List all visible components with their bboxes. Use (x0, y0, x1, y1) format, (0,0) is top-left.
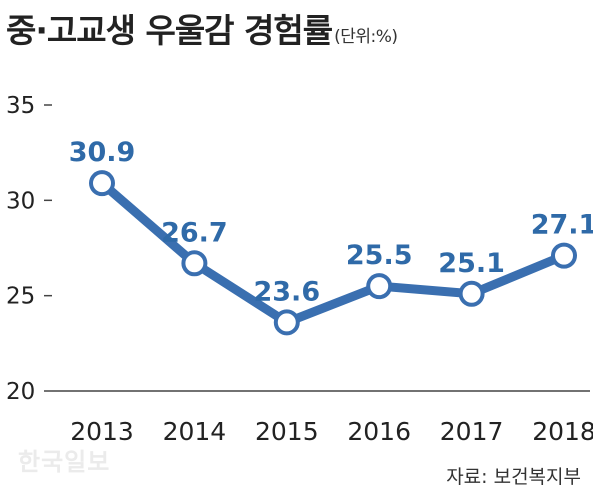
y-tick-label: 20 (6, 379, 35, 405)
x-tick-label: 2013 (70, 417, 134, 446)
data-point (366, 273, 393, 300)
y-tick-label: 30 (6, 188, 35, 214)
series-line (97, 178, 569, 327)
chart-title: 중·고교생 우울감 경험률 (6, 11, 333, 50)
chart-header: 중·고교생 우울감 경험률 (단위:%) (6, 4, 398, 52)
y-tick-label: 25 (6, 284, 35, 310)
data-label: 25.1 (438, 248, 505, 279)
data-point (181, 250, 208, 277)
x-tick-label: 2017 (440, 417, 504, 446)
data-point (273, 309, 300, 336)
data-label: 27.1 (531, 210, 593, 241)
watermark-text: 한국일보 (18, 448, 111, 476)
x-tick-label: 2018 (532, 417, 593, 446)
data-label: 26.7 (161, 217, 228, 248)
data-label: 25.5 (346, 240, 413, 271)
source-note: 자료: 보건복지부 (446, 466, 581, 488)
unit-label: (단위:%) (334, 27, 398, 47)
y-tick-label: 35 (6, 93, 35, 119)
data-point (551, 242, 577, 269)
data-point (458, 280, 485, 307)
data-label: 30.9 (69, 137, 136, 168)
x-tick-label: 2015 (255, 417, 319, 446)
data-label: 23.6 (253, 276, 320, 307)
data-point (89, 170, 115, 197)
x-tick-label: 2014 (163, 417, 227, 446)
x-tick-label: 2016 (347, 417, 411, 446)
